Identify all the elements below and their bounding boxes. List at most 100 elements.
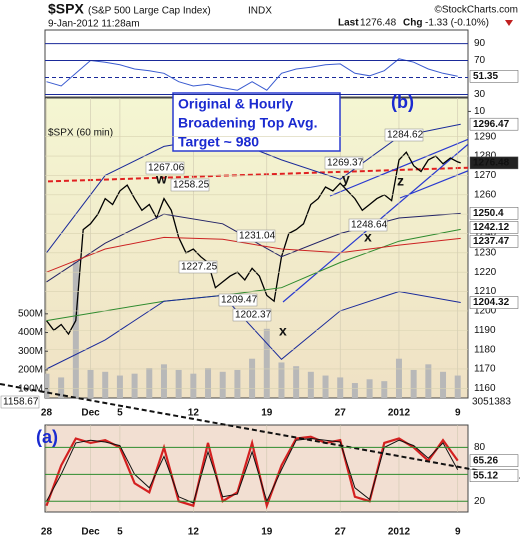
y-tick-label: 1220 xyxy=(474,267,497,278)
price-label-box xyxy=(348,218,388,232)
volume-bar xyxy=(307,371,314,398)
price-label-box xyxy=(178,260,218,274)
y-tick-label: 1230 xyxy=(474,247,497,258)
volume-bar xyxy=(395,358,402,398)
x-tick-label: 12 xyxy=(188,527,200,538)
annotation: y xyxy=(342,171,350,187)
oscillator-panel xyxy=(44,424,469,513)
volume-bar xyxy=(322,375,329,398)
rsi-layer xyxy=(45,58,468,91)
volume-bar xyxy=(293,366,300,398)
last-label: Last xyxy=(338,18,359,29)
volume-bar xyxy=(175,369,182,398)
volume-bar xyxy=(146,368,153,398)
x-tick-label: 19 xyxy=(261,408,273,419)
x-tick-label: 28 xyxy=(41,408,53,419)
annotation: (b) xyxy=(391,92,414,112)
price-label-box xyxy=(145,161,185,175)
price-label: 1209.47 xyxy=(221,295,258,306)
x-tick-label: 28 xyxy=(41,527,53,538)
series-line xyxy=(46,236,461,273)
volume-bar xyxy=(205,368,212,398)
last-value-label: 1276.48 xyxy=(473,158,510,169)
series-line xyxy=(46,58,458,91)
symbol: $SPX xyxy=(48,1,84,17)
last-value-box xyxy=(469,296,519,309)
last-value-box xyxy=(469,156,519,170)
volume-bar xyxy=(249,358,256,398)
last-value-box xyxy=(469,70,519,83)
y-tick-label: 70 xyxy=(474,55,486,66)
y-tick-label: 1170 xyxy=(474,364,496,375)
annotation-box xyxy=(172,92,341,152)
price-label: 1267.06 xyxy=(148,163,185,174)
volume-tick-label: 300M xyxy=(18,346,43,357)
chg-label: Chg xyxy=(403,18,422,29)
volume-bar xyxy=(87,369,94,398)
last-value-label: 1242.12 xyxy=(473,222,510,233)
annotation: x xyxy=(279,323,287,339)
rsi-panel xyxy=(44,29,469,98)
y-tick-label: 1270 xyxy=(474,170,497,181)
y-tick-label: 1160 xyxy=(474,383,496,394)
annotation: w xyxy=(155,171,167,187)
chg: -1.33 (-0.10%) xyxy=(425,18,489,29)
last-value-label: 1204.32 xyxy=(473,297,510,308)
y-tick-label: 1190 xyxy=(474,325,496,336)
trend-line xyxy=(45,166,468,183)
x-tick-label: 5 xyxy=(117,527,123,538)
series-line xyxy=(46,437,459,504)
oscillator-layer xyxy=(45,425,459,512)
last-value-label: 1237.47 xyxy=(473,236,510,247)
last-value-box xyxy=(469,117,519,131)
volume-bar xyxy=(190,373,197,398)
last-value-box xyxy=(469,207,519,220)
volume-tick-label: 500M xyxy=(18,308,43,319)
volume-bar xyxy=(234,369,241,398)
volume-bar xyxy=(278,362,285,398)
price-label-box xyxy=(324,156,364,170)
last-value-box xyxy=(469,235,519,248)
x-tick-label: 2012 xyxy=(388,527,411,538)
volume-bar xyxy=(381,381,388,398)
index-name: (S&P 500 Large Cap Index) xyxy=(88,6,211,17)
price-label-box xyxy=(236,229,276,243)
price-label-box xyxy=(218,293,258,307)
volume-bar xyxy=(410,369,417,398)
price-label: 1284.62 xyxy=(387,130,424,141)
panel-label: $SPX (60 min) xyxy=(48,128,113,139)
volume-bar xyxy=(131,373,138,398)
volume-bar xyxy=(263,328,270,398)
volume-bar xyxy=(440,371,447,398)
y-tick-label: 1180 xyxy=(474,344,496,355)
source: ©StockCharts.com xyxy=(434,5,518,16)
volume-bar xyxy=(58,377,65,398)
volume-bar xyxy=(351,383,358,398)
price-label: 1231.04 xyxy=(239,231,276,242)
last: 1276.48 xyxy=(360,18,397,29)
price-label-box xyxy=(170,178,210,192)
annotation: (a) xyxy=(36,427,58,447)
volume-tick-label: 200M xyxy=(18,365,43,376)
date: 9-Jan-2012 11:28am xyxy=(48,19,140,30)
price-label-box xyxy=(232,308,272,322)
y-tick-label: 1200 xyxy=(474,306,497,317)
trend-line xyxy=(399,170,468,199)
y-tick-label: 1210 xyxy=(474,286,497,297)
x-tick-label: Dec xyxy=(81,408,100,419)
x-tick-label: 27 xyxy=(335,527,347,538)
trend-line xyxy=(0,383,520,479)
y-tick-label: 30 xyxy=(474,89,486,100)
x-tick-label: 2012 xyxy=(388,408,411,419)
volume-bar xyxy=(45,373,50,398)
annotation: Original & Hourly xyxy=(178,96,293,112)
trend-line xyxy=(329,138,468,197)
y-tick-label: 1290 xyxy=(474,131,497,142)
annotation: x xyxy=(364,229,372,245)
x-tick-label: 27 xyxy=(335,408,347,419)
last-value-box xyxy=(469,454,519,467)
y-tick-label: 1280 xyxy=(474,151,497,162)
volume-bar xyxy=(102,371,109,398)
y-tick-label: 90 xyxy=(474,38,486,49)
